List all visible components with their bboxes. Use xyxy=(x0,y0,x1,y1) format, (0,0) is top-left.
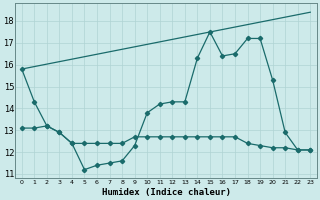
X-axis label: Humidex (Indice chaleur): Humidex (Indice chaleur) xyxy=(101,188,230,197)
